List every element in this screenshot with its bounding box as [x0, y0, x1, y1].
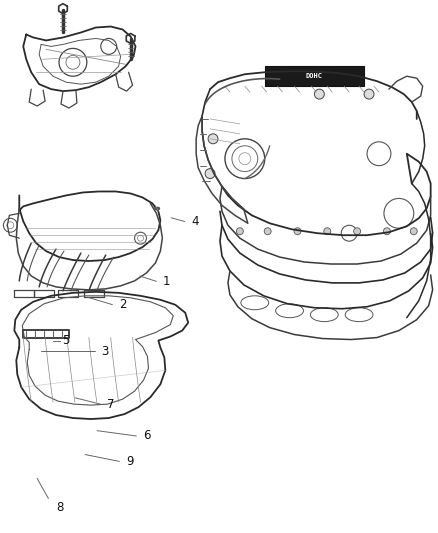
Circle shape [264, 228, 271, 235]
Circle shape [364, 89, 374, 99]
Text: 4: 4 [191, 215, 199, 228]
Text: 6: 6 [143, 430, 151, 442]
Circle shape [314, 89, 324, 99]
Text: 3: 3 [101, 345, 109, 358]
Circle shape [410, 228, 417, 235]
Circle shape [324, 228, 331, 235]
Text: 9: 9 [126, 455, 134, 468]
Circle shape [237, 228, 244, 235]
Circle shape [208, 134, 218, 144]
Text: DOHC: DOHC [306, 73, 323, 79]
Text: 7: 7 [107, 398, 115, 411]
Bar [265, 66, 364, 86]
Text: 8: 8 [57, 501, 64, 514]
Text: 1: 1 [163, 275, 170, 288]
Text: 2: 2 [120, 298, 127, 311]
Circle shape [294, 228, 301, 235]
Circle shape [383, 228, 390, 235]
Text: 5: 5 [62, 334, 70, 347]
Circle shape [353, 228, 360, 235]
Circle shape [205, 168, 215, 179]
